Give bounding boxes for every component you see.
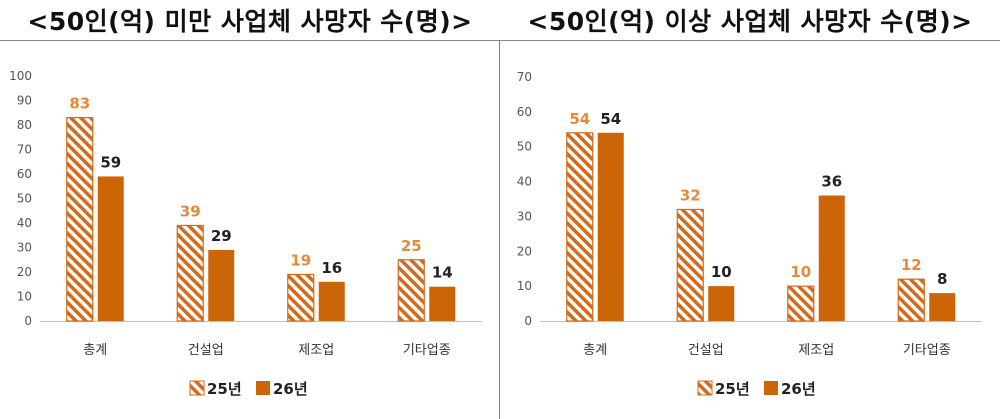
bar-25 [397, 259, 425, 322]
bar-25 [66, 117, 94, 322]
chart-panel-right: <50인(억) 이상 사업체 사망자 수(명)> 0 10 20 30 40 50 60 70… [500, 0, 1000, 419]
data-label: 32 [680, 186, 701, 204]
bar-26 [318, 281, 345, 321]
legend-swatch-26 [764, 381, 778, 395]
bar-25 [897, 278, 925, 322]
data-label: 29 [211, 227, 232, 245]
category-label: 총계 [583, 343, 607, 358]
y-tick-label: 30 [17, 241, 32, 255]
data-label: 54 [600, 110, 621, 128]
category-label: 제조업 [798, 343, 834, 358]
y-tick-label: 90 [17, 94, 32, 108]
y-tick-label: 0 [24, 314, 32, 328]
y-tick-label: 0 [524, 314, 532, 328]
category-label: 기타업종 [903, 343, 951, 358]
data-label: 83 [69, 95, 90, 113]
data-label: 10 [711, 263, 732, 281]
bar-25 [287, 273, 315, 322]
y-tick-label: 30 [517, 209, 532, 223]
y-tick-label: 20 [517, 244, 532, 258]
category-label: 건설업 [188, 343, 224, 358]
bar-chart-right: 0 10 20 30 40 50 60 70 54 54 총계 32 10 건설업 10 36 제조업 12 8 기타… [517, 70, 982, 398]
bar-26 [708, 286, 735, 321]
data-label: 8 [937, 270, 947, 288]
bar-26 [97, 176, 124, 321]
top-rule [0, 40, 1000, 41]
bar-25 [176, 224, 204, 322]
legend-label-25: 25년 [207, 380, 242, 398]
data-label: 10 [790, 263, 811, 281]
y-tick-label: 10 [517, 279, 532, 293]
y-tick-label: 40 [517, 175, 532, 189]
category-label: 총계 [83, 343, 107, 358]
legend: 25년 26년 [697, 380, 816, 398]
data-label: 16 [321, 259, 342, 277]
y-tick-label: 60 [17, 167, 32, 181]
panel-divider [499, 40, 500, 419]
data-label: 14 [432, 264, 453, 282]
bar-26 [818, 195, 845, 321]
y-tick-label: 70 [17, 143, 32, 157]
category-label: 제조업 [298, 343, 334, 358]
y-tick-label: 60 [517, 105, 532, 119]
bar-25 [676, 208, 704, 322]
y-tick-label: 50 [17, 192, 32, 206]
bar-26 [208, 249, 235, 321]
data-label: 25 [401, 237, 422, 255]
bar-26 [929, 293, 956, 321]
y-tick-label: 100 [9, 69, 32, 83]
category-label: 건설업 [688, 343, 724, 358]
y-tick-label: 40 [17, 216, 32, 230]
data-label: 36 [821, 173, 842, 191]
data-label: 19 [290, 251, 311, 269]
y-tick-label: 10 [17, 290, 32, 304]
data-label: 59 [100, 153, 121, 171]
chart-title-right: <50인(억) 이상 사업체 사망자 수(명)> [527, 7, 973, 36]
legend-swatch-26 [256, 381, 270, 395]
bar-25 [787, 285, 815, 322]
category-label: 기타업종 [403, 343, 451, 358]
legend-label-25: 25년 [715, 380, 750, 398]
y-tick-label: 50 [517, 140, 532, 154]
bar-25 [566, 132, 594, 322]
legend-label-26: 26년 [781, 380, 816, 398]
y-tick-label: 70 [517, 70, 532, 84]
chart-panel-left: <50인(억) 미만 사업체 사망자 수(명)> 0 10 20 30 40 50 60 70… [9, 7, 482, 398]
bar-chart-left: 0 10 20 30 40 50 60 70 80 90 100 83 59 총계 39 29 건설업 19 16 제… [9, 69, 482, 398]
legend-label-26: 26년 [273, 380, 308, 398]
legend: 25년 26년 [189, 380, 308, 398]
legend-swatch-25 [697, 380, 713, 396]
legend-swatch-25 [189, 380, 205, 396]
data-label: 39 [180, 202, 201, 220]
data-label: 54 [569, 110, 590, 128]
data-label: 12 [901, 256, 922, 274]
y-tick-label: 20 [17, 265, 32, 279]
y-tick-label: 80 [17, 118, 32, 132]
bar-26 [597, 132, 624, 321]
bar-26 [429, 286, 456, 321]
chart-title-left: <50인(억) 미만 사업체 사망자 수(명)> [27, 7, 473, 36]
